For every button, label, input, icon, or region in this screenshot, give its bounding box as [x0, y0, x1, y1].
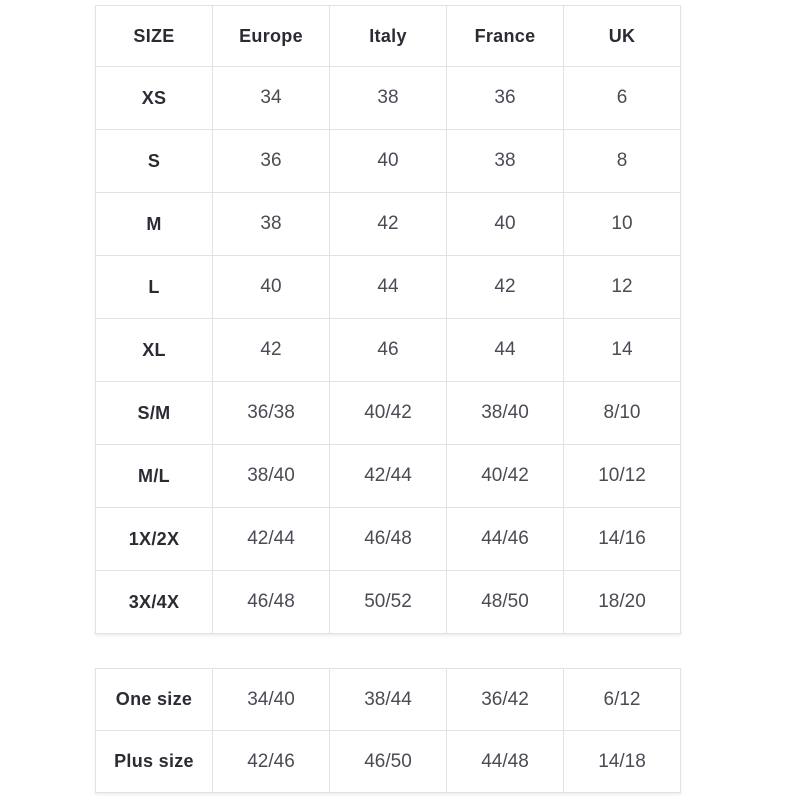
- size-value-cell: 40/42: [446, 444, 564, 508]
- size-value-cell: 44: [329, 255, 447, 319]
- size-value-cell: 44: [446, 318, 564, 382]
- size-value-cell: 14/18: [563, 730, 681, 793]
- size-value-cell: 10/12: [563, 444, 681, 508]
- table-row: XL 42 46 44 14: [95, 318, 681, 382]
- size-value-cell: 42: [329, 192, 447, 256]
- size-value-cell: 42/44: [212, 507, 330, 571]
- size-value-cell: 12: [563, 255, 681, 319]
- size-value-cell: 8/10: [563, 381, 681, 445]
- size-conversion-table: SIZE Europe Italy France UK XS 34 38 36 6 S 36…: [95, 5, 681, 634]
- table-row: Plus size 42/46 46/50 44/48 14/18: [95, 730, 681, 793]
- column-header-france: France: [446, 5, 564, 67]
- one-size-plus-size-table: One size 34/40 38/44 36/42 6/12 Plus size 42/4…: [95, 668, 681, 793]
- size-value-cell: 36/42: [446, 668, 564, 731]
- table-row: S/M 36/38 40/42 38/40 8/10: [95, 381, 681, 445]
- size-value-cell: 42/44: [329, 444, 447, 508]
- size-value-cell: 18/20: [563, 570, 681, 634]
- size-label-cell: 1X/2X: [95, 507, 213, 571]
- table-row: M/L 38/40 42/44 40/42 10/12: [95, 444, 681, 508]
- table-row: L 40 44 42 12: [95, 255, 681, 319]
- size-label-cell: 3X/4X: [95, 570, 213, 634]
- size-value-cell: 40: [446, 192, 564, 256]
- table-row: 3X/4X 46/48 50/52 48/50 18/20: [95, 570, 681, 634]
- table-row: One size 34/40 38/44 36/42 6/12: [95, 668, 681, 731]
- header-row: SIZE Europe Italy France UK: [95, 5, 681, 67]
- size-value-cell: 14: [563, 318, 681, 382]
- size-value-cell: 46/48: [329, 507, 447, 571]
- size-value-cell: 38: [212, 192, 330, 256]
- size-value-cell: 36: [446, 66, 564, 130]
- column-header-italy: Italy: [329, 5, 447, 67]
- table-row: M 38 42 40 10: [95, 192, 681, 256]
- special-table-body: One size 34/40 38/44 36/42 6/12 Plus size 42/4…: [95, 668, 681, 793]
- column-header-uk: UK: [563, 5, 681, 67]
- size-value-cell: 44/46: [446, 507, 564, 571]
- size-value-cell: 14/16: [563, 507, 681, 571]
- size-value-cell: 38/40: [446, 381, 564, 445]
- size-value-cell: 46/50: [329, 730, 447, 793]
- size-label-cell: Plus size: [95, 730, 213, 793]
- size-value-cell: 36: [212, 129, 330, 193]
- size-table-header: SIZE Europe Italy France UK: [95, 5, 681, 67]
- size-value-cell: 40: [212, 255, 330, 319]
- size-value-cell: 40/42: [329, 381, 447, 445]
- size-value-cell: 34/40: [212, 668, 330, 731]
- size-table-body: XS 34 38 36 6 S 36 40 38 8 M 38 42 40 10 L 40 44 42 12 XL 42 4…: [95, 66, 681, 634]
- size-value-cell: 46/48: [212, 570, 330, 634]
- size-value-cell: 6/12: [563, 668, 681, 731]
- size-label-cell: M: [95, 192, 213, 256]
- size-value-cell: 38/44: [329, 668, 447, 731]
- size-value-cell: 42: [212, 318, 330, 382]
- size-value-cell: 10: [563, 192, 681, 256]
- size-label-cell: S/M: [95, 381, 213, 445]
- column-header-size: SIZE: [95, 5, 213, 67]
- size-label-cell: XS: [95, 66, 213, 130]
- size-label-cell: XL: [95, 318, 213, 382]
- size-value-cell: 42/46: [212, 730, 330, 793]
- size-value-cell: 6: [563, 66, 681, 130]
- size-label-cell: S: [95, 129, 213, 193]
- size-value-cell: 36/38: [212, 381, 330, 445]
- size-value-cell: 44/48: [446, 730, 564, 793]
- table-row: XS 34 38 36 6: [95, 66, 681, 130]
- size-value-cell: 34: [212, 66, 330, 130]
- size-value-cell: 38/40: [212, 444, 330, 508]
- column-header-europe: Europe: [212, 5, 330, 67]
- size-value-cell: 50/52: [329, 570, 447, 634]
- size-value-cell: 38: [446, 129, 564, 193]
- size-label-cell: L: [95, 255, 213, 319]
- size-value-cell: 48/50: [446, 570, 564, 634]
- table-row: 1X/2X 42/44 46/48 44/46 14/16: [95, 507, 681, 571]
- size-value-cell: 40: [329, 129, 447, 193]
- size-value-cell: 46: [329, 318, 447, 382]
- table-row: S 36 40 38 8: [95, 129, 681, 193]
- size-value-cell: 42: [446, 255, 564, 319]
- size-label-cell: M/L: [95, 444, 213, 508]
- size-label-cell: One size: [95, 668, 213, 731]
- size-value-cell: 38: [329, 66, 447, 130]
- size-value-cell: 8: [563, 129, 681, 193]
